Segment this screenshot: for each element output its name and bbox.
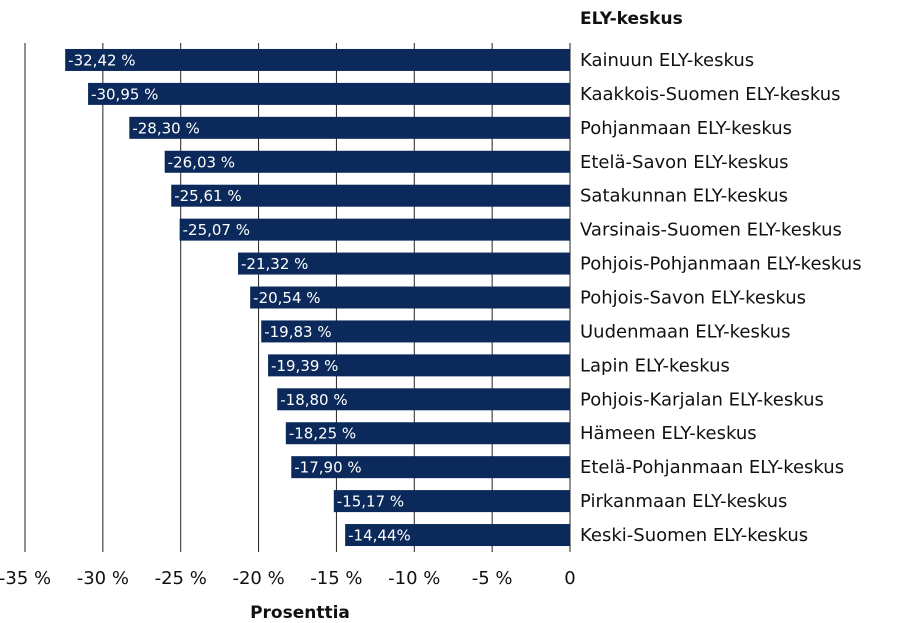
bar [285,422,570,445]
data-label: -28,30 % [132,119,199,137]
y-tick-label: Etelä-Pohjanmaan ELY-keskus [580,457,844,478]
y-tick-label: Uudenmaan ELY-keskus [580,321,790,342]
bar [345,524,570,547]
data-label: -20,54 % [253,289,320,307]
y-tick-label: Kaakkois-Suomen ELY-keskus [580,84,840,105]
x-tick-label: -20 % [232,568,284,589]
bar [291,456,570,479]
y-tick-label: Lapin ELY-keskus [580,355,730,376]
bar [88,82,571,105]
x-tick-label: -15 % [310,568,362,589]
x-tick-label: -25 % [155,568,207,589]
y-tick-label: Satakunnan ELY-keskus [580,186,788,207]
bar [238,252,570,275]
bar [277,388,570,411]
y-tick-label: Pohjois-Savon ELY-keskus [580,288,806,309]
data-label: -26,03 % [168,153,235,171]
data-label: -21,32 % [241,255,308,273]
x-axis-label: Prosenttia [250,603,350,623]
data-label: -30,95 % [91,85,158,103]
x-tick-label: -10 % [388,568,440,589]
data-label: -15,17 % [337,493,404,511]
y-tick-label: Keski-Suomen ELY-keskus [580,525,808,546]
data-label: -18,25 % [289,425,356,443]
y-tick-label: Pirkanmaan ELY-keskus [580,491,787,512]
x-tick-label: 0 [564,568,575,589]
data-label: -14,44% [348,527,411,545]
data-label: -19,39 % [271,357,338,375]
y-tick-label: Pohjois-Pohjanmaan ELY-keskus [580,254,862,275]
data-label: -32,42 % [68,51,135,69]
bar [171,184,571,207]
data-label: -17,90 % [294,459,361,477]
y-tick-label: Pohjanmaan ELY-keskus [580,118,792,139]
y-tick-label: Kainuun ELY-keskus [580,50,754,71]
y-tick-label: Pohjois-Karjalan ELY-keskus [580,389,824,410]
data-label: -19,83 % [264,323,331,341]
y-tick-label: Hämeen ELY-keskus [580,423,757,444]
y-tick-label: Varsinais-Suomen ELY-keskus [580,220,842,241]
y-axis-label: ELY-keskus [580,9,683,29]
y-tick-label: Etelä-Savon ELY-keskus [580,152,789,173]
bar [164,150,570,173]
bar [333,490,570,513]
x-tick-label: -35 % [0,568,51,589]
bar [261,320,570,343]
data-label: -18,80 % [280,391,347,409]
x-tick-label: -5 % [472,568,513,589]
data-label: -25,61 % [174,187,241,205]
bar [65,48,570,71]
bar [250,286,571,309]
bar [129,116,571,139]
x-tick-label: -30 % [77,568,129,589]
bar [268,354,570,377]
bar [179,218,571,241]
data-label: -25,07 % [183,221,250,239]
